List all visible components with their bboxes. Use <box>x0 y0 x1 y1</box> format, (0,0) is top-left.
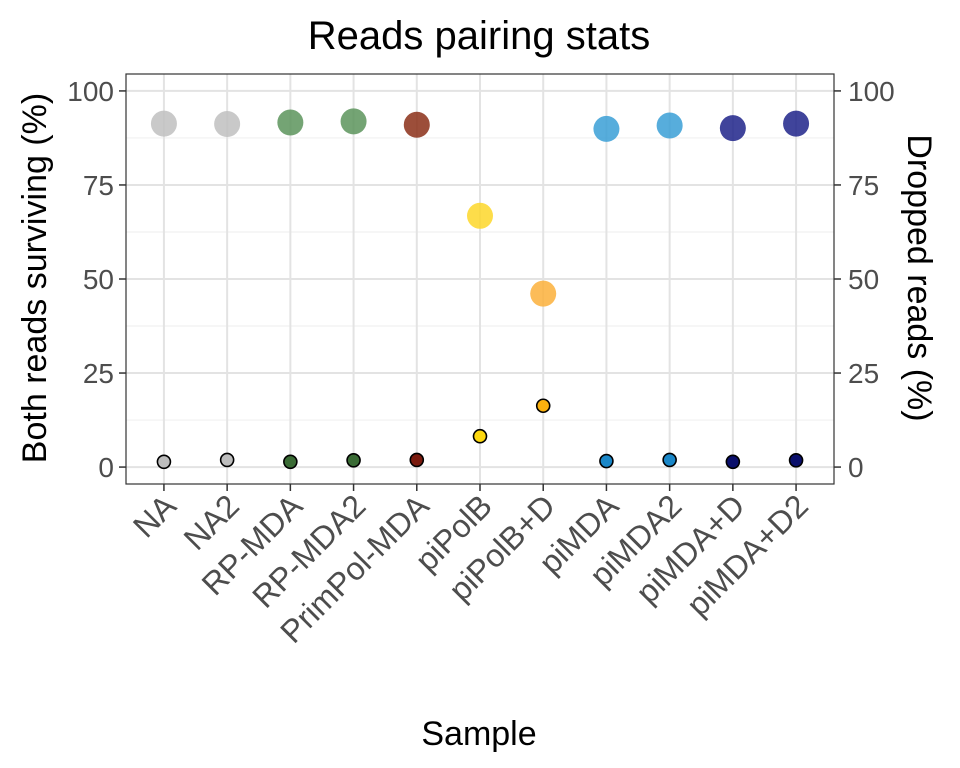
point-both-surviving <box>593 115 620 142</box>
x-axis: NANA2RP-MDARP-MDA2PrimPol-MDApiPolBpiPol… <box>126 484 815 650</box>
y2-tick-label: 75 <box>848 170 879 201</box>
x-axis-title: Sample <box>421 715 536 753</box>
y2-tick-label: 50 <box>848 264 879 295</box>
chart-title: Reads pairing stats <box>308 14 650 58</box>
point-both-surviving <box>214 111 241 138</box>
point-dropped <box>725 454 741 470</box>
grid <box>126 74 834 484</box>
y-tick-label: 0 <box>98 452 114 483</box>
point-dropped <box>409 452 425 468</box>
y-tick-label: 25 <box>83 358 114 389</box>
y2-tick-label: 25 <box>848 358 879 389</box>
y2-tick-label: 0 <box>848 452 864 483</box>
point-both-surviving <box>150 110 177 137</box>
point-dropped <box>219 452 235 468</box>
y2-axis-title: Dropped reads (%) <box>900 134 938 421</box>
point-dropped <box>472 428 488 444</box>
y2-tick-label: 100 <box>848 76 895 107</box>
point-both-surviving <box>403 111 430 138</box>
y-tick-label: 75 <box>83 170 114 201</box>
point-both-surviving <box>783 110 810 137</box>
point-dropped <box>283 454 298 470</box>
point-both-surviving <box>277 109 304 136</box>
point-dropped <box>662 452 677 468</box>
point-both-surviving <box>530 280 557 307</box>
point-both-surviving <box>340 108 367 135</box>
point-dropped <box>599 453 614 469</box>
point-dropped <box>156 454 172 470</box>
point-both-surviving <box>467 202 493 229</box>
data-points <box>150 108 810 470</box>
point-dropped <box>788 453 804 468</box>
y-axis-title: Both reads surviving (%) <box>16 93 54 463</box>
x-tick-label: NA <box>126 487 183 544</box>
point-both-surviving <box>656 112 683 139</box>
y-axis-right: 0 25 50 75 100 <box>834 76 895 483</box>
y-tick-label: 50 <box>83 264 114 295</box>
point-dropped <box>535 398 551 414</box>
point-both-surviving <box>719 115 746 142</box>
point-dropped <box>346 453 361 468</box>
y-axis-left: 0 25 50 75 100 <box>67 76 126 483</box>
y-tick-label: 100 <box>67 76 114 107</box>
